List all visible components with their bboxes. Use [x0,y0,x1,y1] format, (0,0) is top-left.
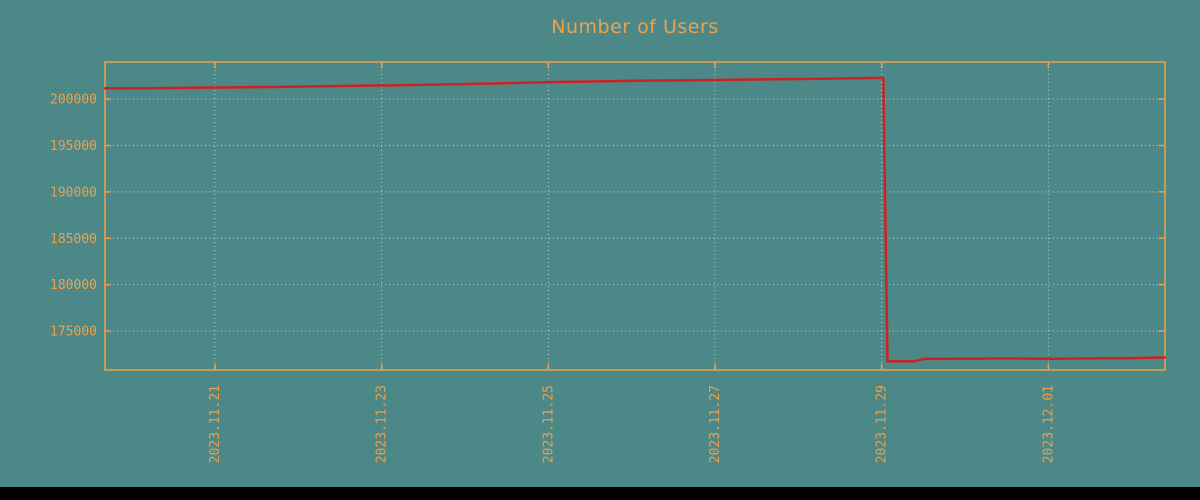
chart-svg: 2023.11.21 2023.11.23 2023.11.25 2023.11.27… [50,61,1167,463]
plot-frame [104,61,1166,371]
x-tick-label: 2023.11.21 [208,385,223,463]
x-tick-label: 2023.11.27 [708,385,723,463]
y-tick-label: 180000 [50,278,97,293]
series-line-users [103,76,1167,363]
bottom-bar [0,487,1200,500]
x-tick-label: 2023.11.29 [875,385,890,463]
y-tick-label: 200000 [50,93,97,108]
x-tick-label: 2023.11.25 [541,385,556,463]
y-tick-label: 175000 [50,325,97,340]
x-tick-label: 2023.12.01 [1041,385,1056,463]
chart-title: Number of Users [551,16,719,38]
y-tick-label: 185000 [50,232,97,247]
x-tick-label: 2023.11.23 [375,385,390,463]
y-tick-label: 190000 [50,185,97,200]
y-tick-label: 195000 [50,139,97,154]
